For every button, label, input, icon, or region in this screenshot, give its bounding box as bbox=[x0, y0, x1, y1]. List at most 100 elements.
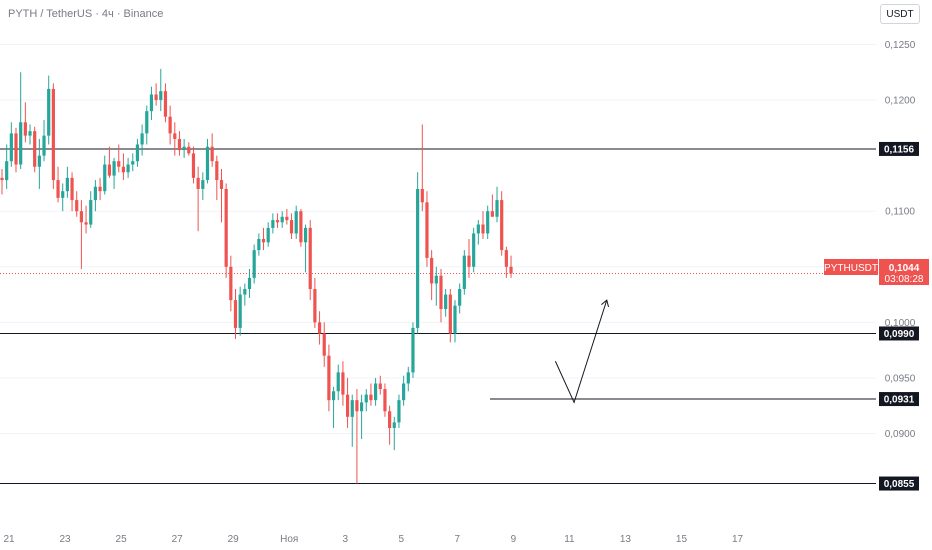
x-tick-label: 5 bbox=[399, 534, 405, 545]
candle-down bbox=[51, 88, 55, 181]
symbol-tag-bg bbox=[824, 259, 878, 275]
candle-up bbox=[271, 220, 275, 228]
candle-down bbox=[177, 138, 182, 151]
candle-down bbox=[187, 146, 191, 154]
candle-down bbox=[98, 186, 102, 192]
candle-down bbox=[261, 238, 266, 243]
candle-up bbox=[5, 161, 9, 181]
level-label: 0,0990 bbox=[884, 329, 915, 340]
candle-down bbox=[299, 211, 303, 243]
x-tick-label: 11 bbox=[564, 534, 575, 545]
candle-down bbox=[215, 161, 219, 181]
horizontal-levels[interactable] bbox=[0, 148, 876, 485]
candle-up bbox=[252, 250, 256, 278]
candle-up bbox=[149, 94, 154, 112]
candle-down bbox=[439, 275, 443, 310]
candle-up bbox=[135, 144, 140, 162]
candle-up bbox=[37, 155, 41, 167]
candle-up bbox=[402, 383, 406, 401]
candle-down bbox=[481, 224, 485, 234]
symbol-title: PYTH / TetherUS · 4ч · Binance bbox=[8, 8, 164, 20]
candle-down bbox=[233, 300, 238, 328]
candle-down bbox=[107, 164, 112, 176]
level-label-bg bbox=[879, 476, 919, 491]
candle-up bbox=[182, 146, 186, 151]
gridlines bbox=[0, 43, 876, 435]
level-label-bg bbox=[879, 141, 919, 156]
candle-up bbox=[444, 294, 448, 310]
candle-down bbox=[420, 188, 424, 203]
candle-down bbox=[224, 188, 228, 267]
candle-up bbox=[243, 289, 247, 295]
candle-up bbox=[350, 400, 354, 417]
x-tick-label: 3 bbox=[342, 534, 348, 545]
time-axis[interactable]: 21 23 25 27 29 Ноя 3 5 7 9 11 13 15 17 bbox=[3, 534, 743, 545]
candle-down bbox=[388, 411, 392, 428]
candle-up bbox=[65, 177, 69, 192]
candle-down bbox=[275, 220, 280, 223]
currency-button[interactable]: USDT bbox=[880, 4, 920, 24]
candle-up bbox=[238, 294, 242, 328]
candle-up bbox=[19, 122, 23, 165]
candle-down bbox=[84, 222, 88, 225]
level-label-bg bbox=[879, 392, 919, 407]
candle-down bbox=[117, 161, 121, 167]
candle-up bbox=[280, 216, 284, 223]
candle-up bbox=[257, 238, 261, 251]
x-tick-label: Ноя bbox=[280, 534, 298, 545]
candle-down bbox=[308, 227, 312, 290]
candle-up bbox=[303, 227, 308, 243]
projection-arrow-path[interactable] bbox=[554, 299, 608, 404]
y-tick-label: 0,0900 bbox=[885, 429, 916, 440]
y-tick-label: 0,1100 bbox=[885, 207, 915, 218]
candle-down bbox=[317, 322, 322, 334]
candle-down bbox=[378, 383, 382, 390]
candle-up bbox=[93, 186, 97, 201]
candle-down bbox=[289, 220, 294, 234]
candle-up bbox=[336, 372, 340, 392]
price-axis[interactable]: 0,12500,12000,11000,10500,10000,09500,09… bbox=[885, 40, 916, 440]
x-tick-label: 7 bbox=[455, 534, 461, 545]
candle-up bbox=[131, 161, 135, 165]
level-label: 0,0931 bbox=[884, 395, 915, 406]
price-tag-bg bbox=[879, 259, 929, 285]
x-tick-label: 15 bbox=[676, 534, 688, 545]
candle-up bbox=[406, 372, 410, 384]
x-tick-label: 29 bbox=[228, 534, 240, 545]
candle-down bbox=[14, 133, 18, 165]
candles bbox=[0, 68, 513, 484]
candle-down bbox=[56, 180, 60, 198]
y-tick-label: 0,1200 bbox=[885, 96, 916, 107]
candle-up bbox=[416, 188, 420, 328]
candle-up bbox=[126, 164, 130, 173]
candle-down bbox=[430, 257, 434, 284]
candle-up bbox=[476, 224, 480, 234]
y-tick-label: 0,1000 bbox=[885, 318, 916, 329]
candle-up bbox=[392, 422, 396, 428]
level-label: 0,0855 bbox=[884, 479, 915, 490]
level-label-bg bbox=[879, 326, 919, 341]
candle-down bbox=[210, 146, 214, 162]
candle-up bbox=[159, 91, 163, 101]
y-tick-label: 0,0950 bbox=[885, 373, 916, 384]
candle-down bbox=[168, 116, 172, 134]
candle-down bbox=[509, 266, 513, 274]
current-price-label: PYTHUSDT 0,1044 03:08:28 bbox=[824, 259, 929, 285]
candle-up bbox=[9, 133, 13, 162]
x-tick-label: 9 bbox=[511, 534, 517, 545]
candle-up bbox=[397, 400, 401, 423]
candle-down bbox=[504, 250, 508, 267]
x-tick-label: 13 bbox=[620, 534, 632, 545]
arrow-head-icon bbox=[601, 299, 610, 308]
x-tick-label: 25 bbox=[116, 534, 128, 545]
price-value: 0,1044 bbox=[889, 263, 920, 274]
candle-up bbox=[89, 200, 93, 225]
candle-up bbox=[458, 289, 462, 306]
candle-down bbox=[490, 211, 494, 217]
candle-down bbox=[355, 400, 359, 412]
candle-up bbox=[201, 180, 205, 189]
candle-down bbox=[345, 394, 350, 417]
candle-up bbox=[359, 402, 364, 412]
level-label: 0,1156 bbox=[884, 144, 914, 155]
